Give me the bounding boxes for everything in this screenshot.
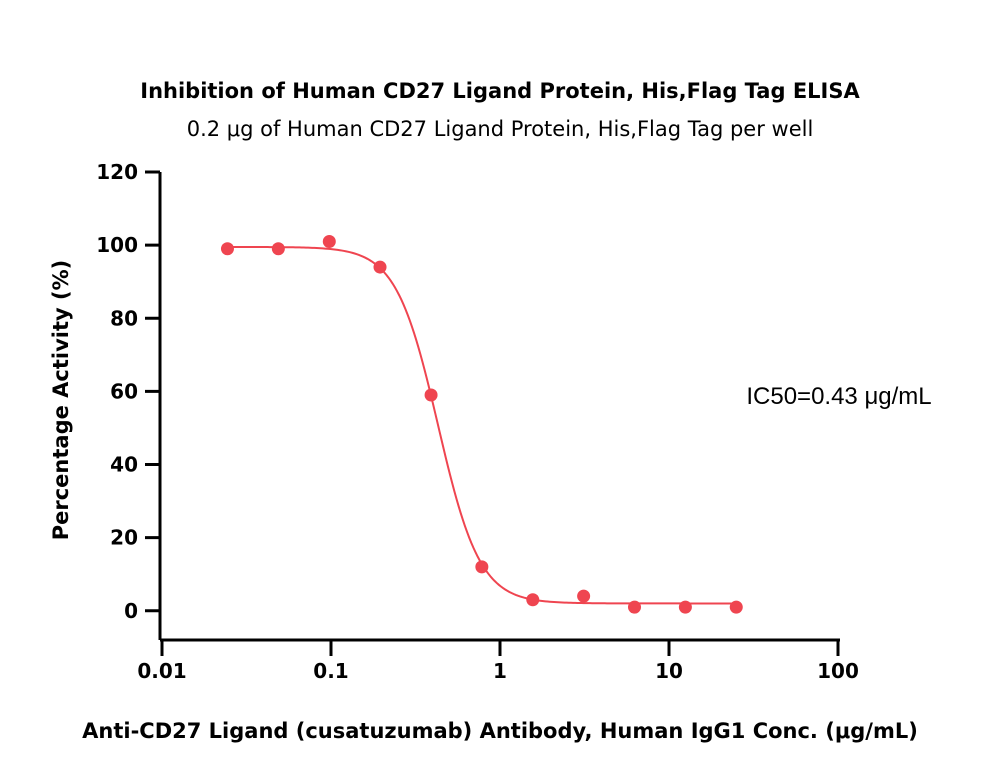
- data-point: [577, 589, 591, 603]
- data-point: [678, 600, 692, 614]
- chart-title: Inhibition of Human CD27 Ligand Protein,…: [140, 79, 860, 103]
- x-tick-label: 0.01: [137, 659, 186, 683]
- data-point: [424, 388, 438, 402]
- x-axis: 0.01 0.1 1 10 100: [137, 638, 859, 683]
- y-tick-label: 120: [96, 160, 138, 184]
- x-tick-label: 1: [493, 659, 507, 683]
- data-point: [322, 234, 336, 248]
- data-point: [628, 600, 642, 614]
- chart-subtitle: 0.2 μg of Human CD27 Ligand Protein, His…: [187, 117, 814, 141]
- y-axis: 0 20 40 60 80 100 120: [96, 160, 162, 640]
- x-axis-label: Anti-CD27 Ligand (cusatuzumab) Antibody,…: [82, 719, 918, 743]
- data-point: [475, 560, 489, 574]
- fit-curve: [227, 245, 737, 605]
- x-tick-label: 0.1: [313, 659, 348, 683]
- y-tick-label: 100: [96, 233, 138, 257]
- y-tick-label: 0: [124, 599, 138, 623]
- x-tick-label: 100: [817, 659, 859, 683]
- data-point: [220, 242, 234, 256]
- y-axis-label: Percentage Activity (%): [49, 260, 73, 541]
- fit-curve-layer: [227, 245, 737, 605]
- y-tick-label: 60: [110, 379, 138, 403]
- data-point: [526, 593, 540, 607]
- y-tick-label: 40: [110, 453, 138, 477]
- y-tick-label: 80: [110, 306, 138, 330]
- data-point: [729, 600, 743, 614]
- y-tick-label: 20: [110, 526, 138, 550]
- x-tick-label: 10: [655, 659, 683, 683]
- data-point: [271, 242, 285, 256]
- data-points-layer: [220, 234, 743, 614]
- data-point: [373, 260, 387, 274]
- ic50-annotation: IC50=0.43 μg/mL: [746, 383, 931, 410]
